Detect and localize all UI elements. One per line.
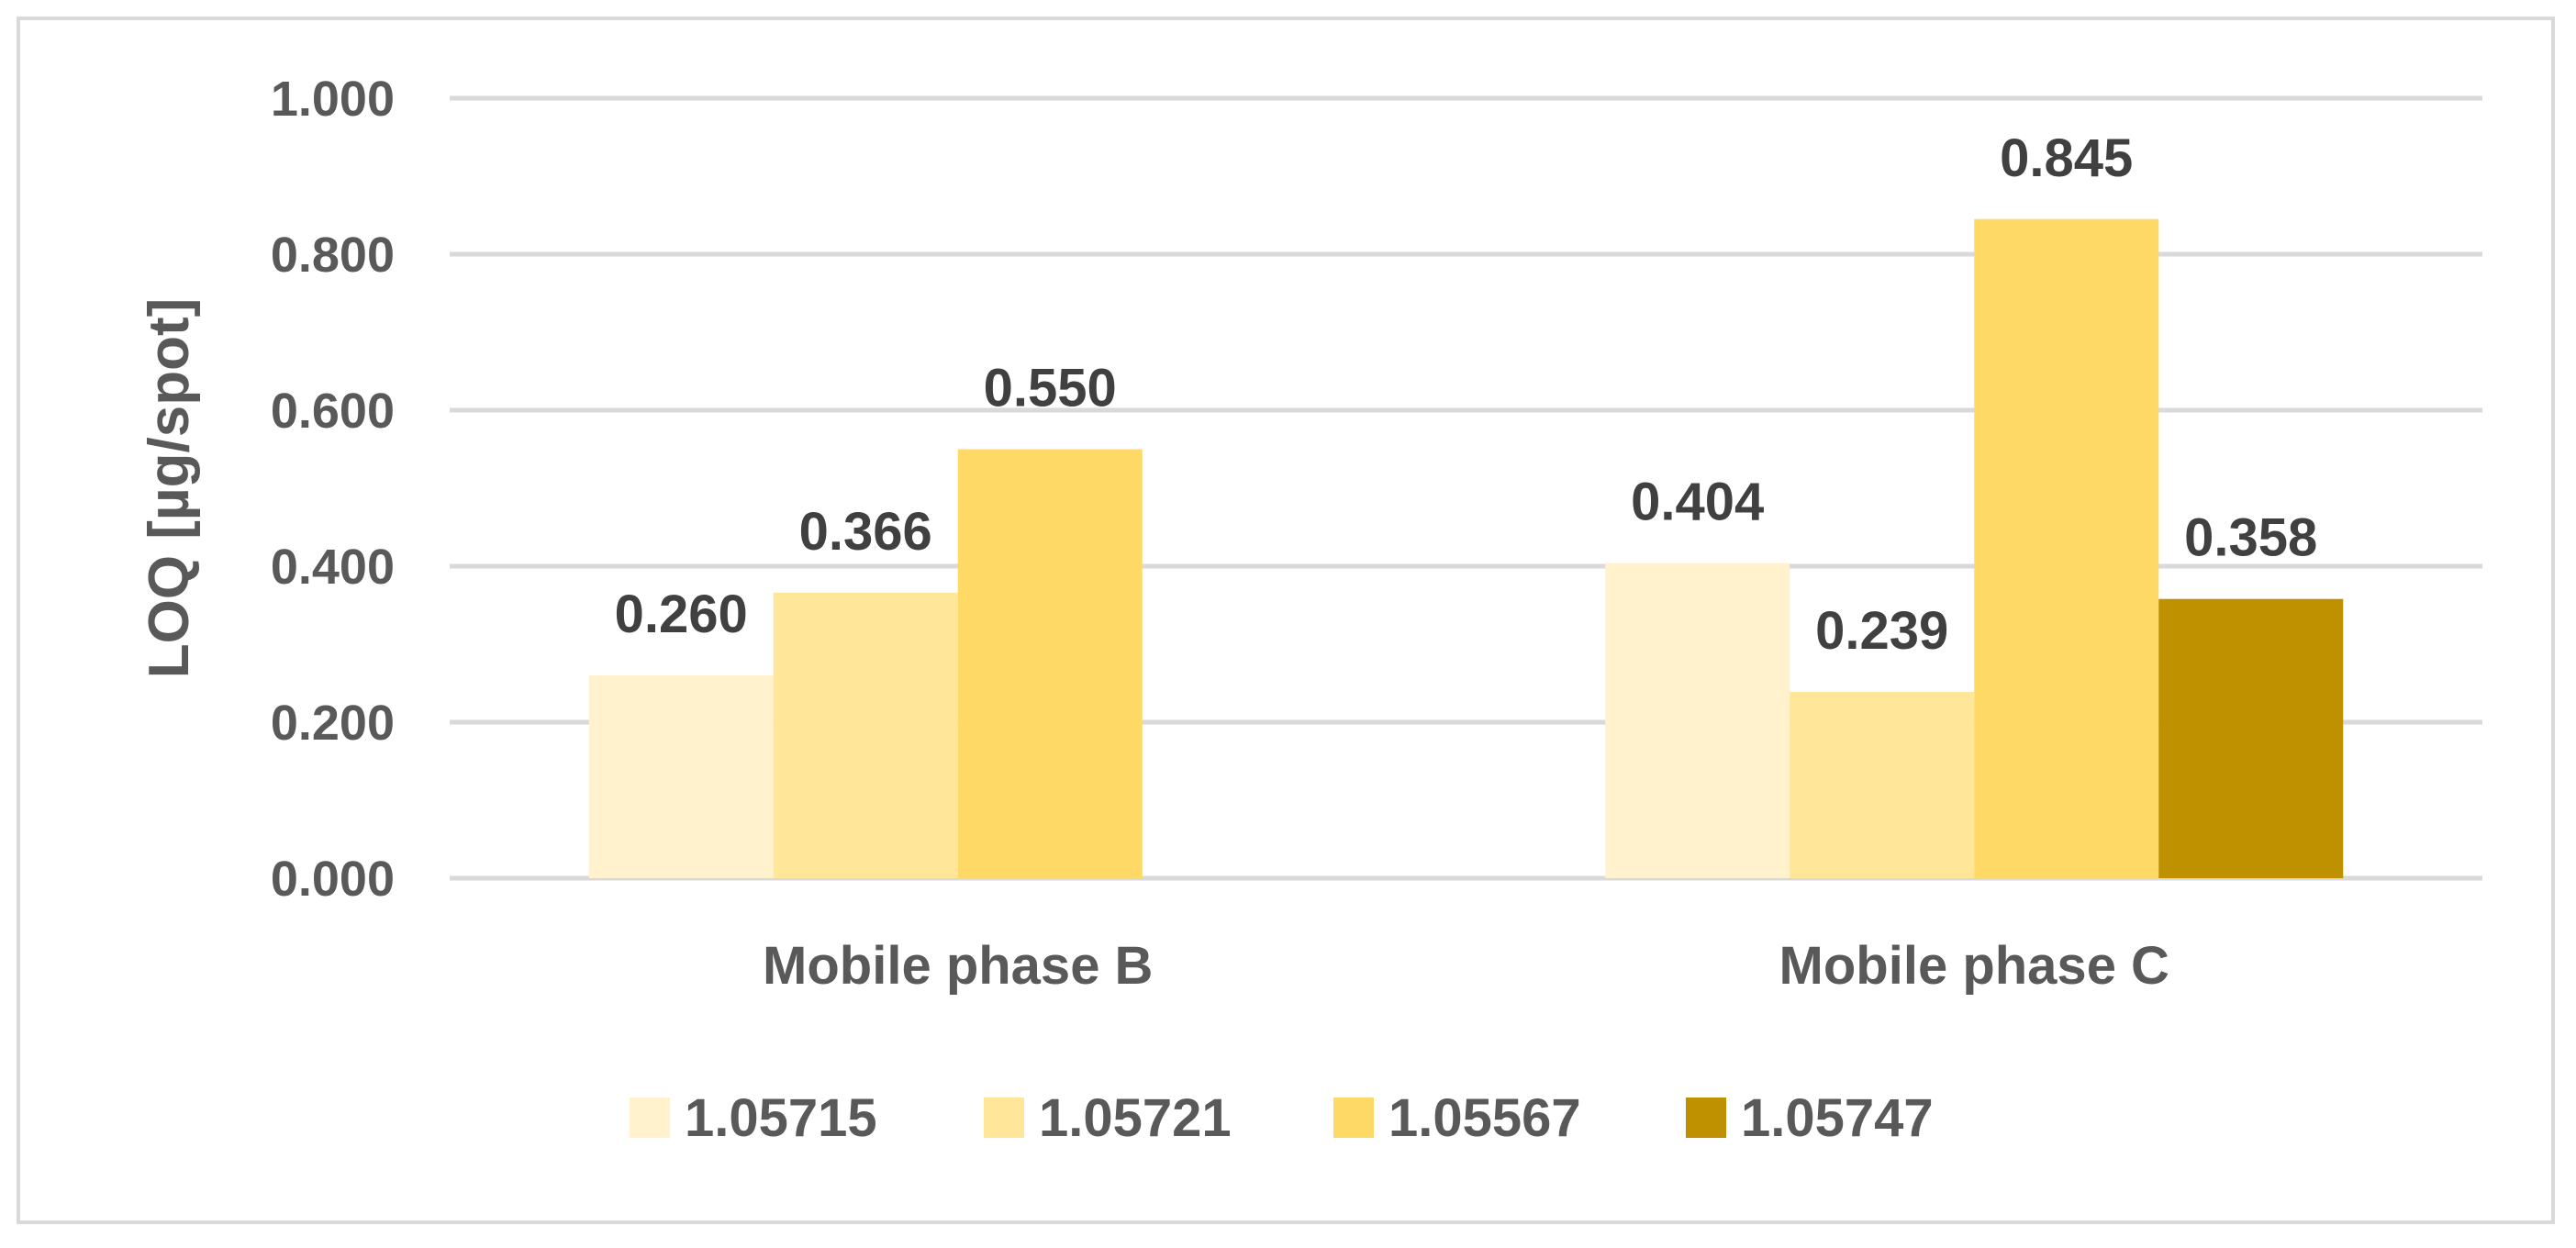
data-label: 0.845 [2000, 128, 2133, 188]
bar [2158, 598, 2344, 878]
legend: 1.05715 1.05721 1.05567 1.05747 [630, 1088, 1934, 1148]
bar [588, 675, 774, 878]
y-axis-title: LOQ [µg/spot] [138, 298, 201, 679]
y-tick-label: 1.000 [271, 72, 395, 127]
category-label: Mobile phase B [763, 936, 1153, 996]
bar [957, 449, 1143, 878]
y-tick-label: 0.600 [271, 384, 395, 439]
bar [773, 592, 958, 878]
bar [1790, 691, 1975, 878]
data-labels: 0.260 0.366 0.550 0.404 0.239 0.845 0.358 [615, 128, 2318, 661]
category-label: Mobile phase C [1779, 936, 2169, 996]
data-label: 0.550 [984, 359, 1117, 418]
bars [588, 218, 2344, 878]
bar [1974, 218, 2159, 878]
data-label: 0.260 [615, 585, 748, 644]
legend-swatch [630, 1098, 670, 1138]
y-tick-label: 0.800 [271, 228, 395, 283]
legend-swatch [1333, 1098, 1374, 1138]
legend-label: 1.05747 [1741, 1088, 1934, 1148]
legend-label: 1.05567 [1388, 1088, 1581, 1148]
x-axis-categories: Mobile phase B Mobile phase C [763, 936, 2169, 996]
legend-label: 1.05721 [1039, 1088, 1232, 1148]
y-axis-ticks: 0.000 0.200 0.400 0.600 0.800 1.000 [271, 72, 395, 907]
legend-label: 1.05715 [685, 1088, 877, 1148]
legend-swatch [984, 1098, 1024, 1138]
data-label: 0.358 [2184, 508, 2317, 568]
data-label: 0.366 [799, 502, 932, 562]
data-label: 0.239 [1815, 601, 1948, 661]
legend-swatch [1686, 1098, 1726, 1138]
y-tick-label: 0.400 [271, 540, 395, 595]
y-tick-label: 0.000 [271, 852, 395, 907]
data-label: 0.404 [1631, 473, 1764, 532]
y-tick-label: 0.200 [271, 696, 395, 751]
bar [1605, 563, 1790, 878]
